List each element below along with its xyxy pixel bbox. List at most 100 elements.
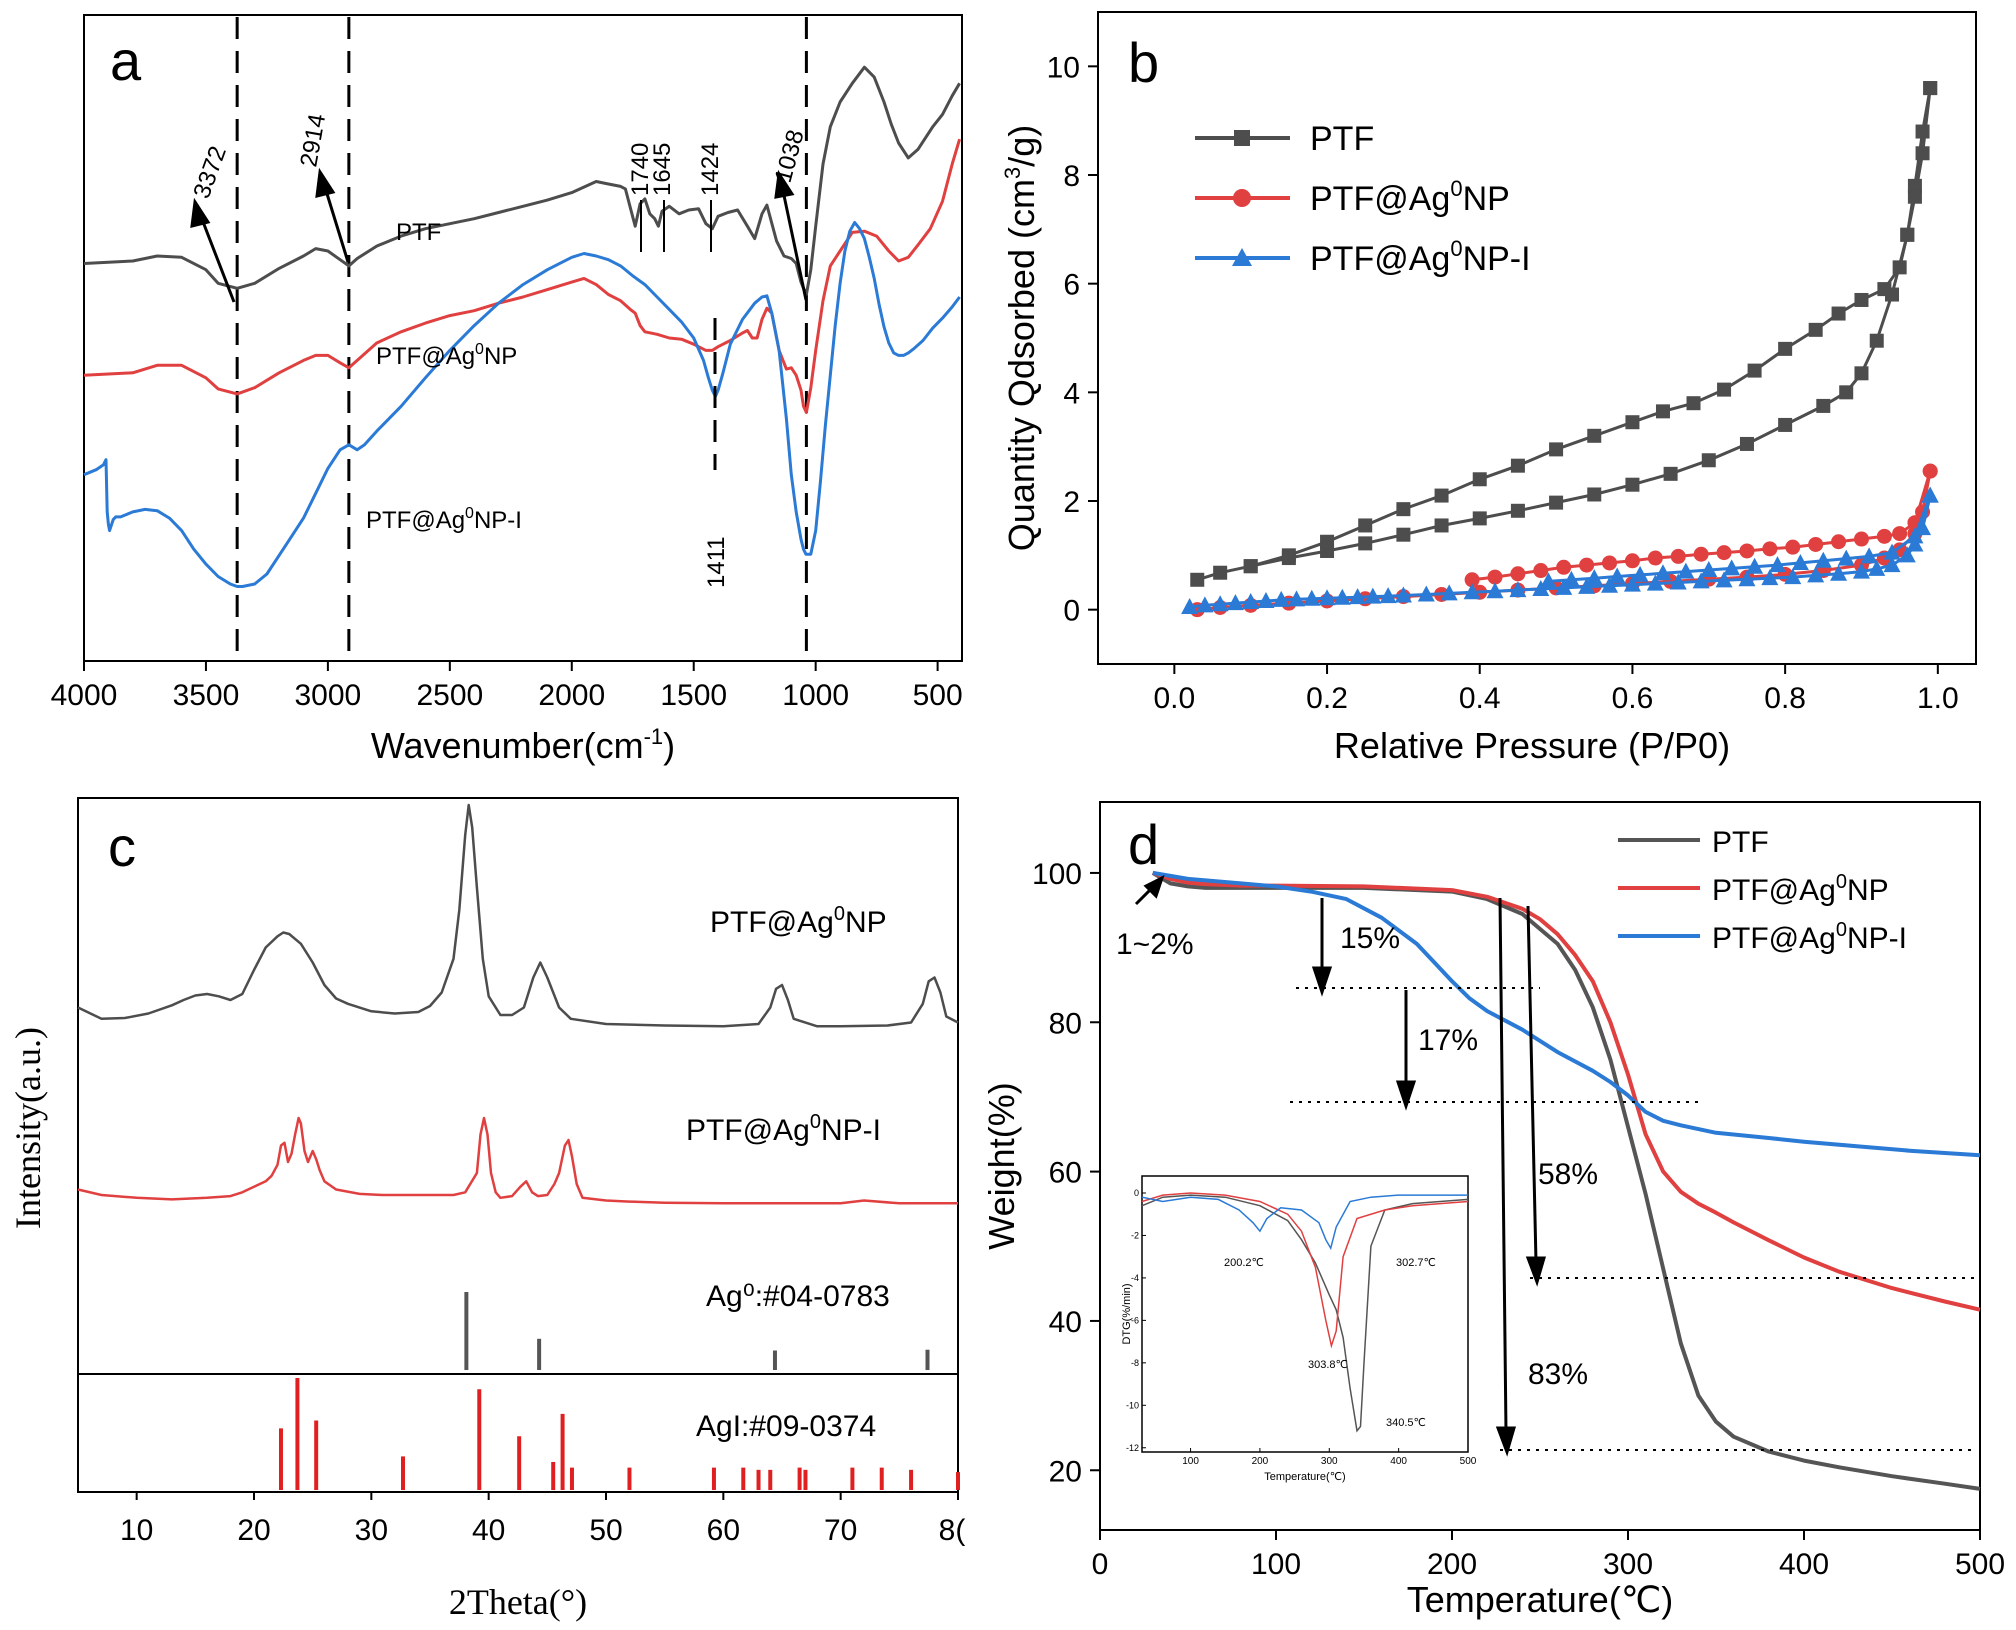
b-ptf-desorption-point (1281, 548, 1296, 563)
d-xtick-label-500: 500 (1955, 1548, 2005, 1581)
panel-b-label: b (1128, 31, 1159, 94)
b-ptf-desorption-point (1358, 518, 1373, 533)
panel-a-label: a (110, 29, 142, 92)
panel-b-series (1181, 81, 1939, 618)
b-ytick-label-2: 2 (1063, 486, 1080, 519)
b-ptf-ag-np-i-adsorption-point (1883, 556, 1901, 573)
b-ptf-ag-np-i-desorption-point (1631, 565, 1649, 582)
d-xtick-label-100: 100 (1251, 1548, 1301, 1581)
panel-c-trace-label-ag0np-i: PTF@Ag0NP-I (686, 1111, 881, 1147)
arrow-17-head (1395, 1080, 1417, 1111)
b-ptf-adsorption-point (1816, 398, 1831, 413)
b-ptf-adsorption-point (1549, 495, 1564, 510)
b-ptf-ag-np-i-adsorption-point (1349, 588, 1367, 605)
legend-marker-ptf (1234, 130, 1250, 146)
b-ptf-ag-np-desorption-point (1762, 541, 1778, 557)
inset-xtick-label-100: 100 (1182, 1456, 1199, 1467)
b-ptf-desorption-point (1923, 81, 1938, 96)
panel-b-legend: PTF PTF@Ag0NP PTF@Ag0NP-I (1195, 120, 1531, 278)
legend-marker-ptf-ag0np (1233, 189, 1251, 207)
peak-label-1424: 1424 (697, 143, 724, 196)
c-xtick-label-80: 8( (939, 1514, 966, 1547)
a-xtick-label-3500: 3500 (173, 679, 240, 712)
c-series-ptf-ag-np (77, 803, 959, 1028)
b-ptf-ag-np-i-desorption-point (1906, 527, 1924, 544)
d-ytick-label-80: 80 (1049, 1007, 1082, 1040)
dtg-ptf-ag0np (1141, 1192, 1469, 1349)
b-ptf-ag-np-i-adsorption-point (1379, 587, 1397, 604)
c-xtick-label-60: 60 (707, 1514, 740, 1547)
b-ytick-label-6: 6 (1063, 269, 1080, 302)
b-xtick-label-0.4: 0.4 (1459, 682, 1501, 715)
peak-label-1038: 1038 (770, 127, 810, 186)
b-ptf-desorption-point (1510, 458, 1525, 473)
b-ptf-ag-np-i-adsorption-point (1272, 590, 1290, 607)
d-xtick-label-400: 400 (1779, 1548, 1829, 1581)
a-xtick-label-500: 500 (913, 679, 963, 712)
b-ptf-ag-np-i-adsorption-point (1898, 546, 1916, 563)
b-ptf-adsorption-point (1663, 466, 1678, 481)
inset-ytick-label--4: -4 (1131, 1273, 1139, 1283)
b-ptf-ag-np-desorption-point (1510, 566, 1526, 582)
inset-peak-302: 302.7℃ (1396, 1257, 1436, 1269)
arrow-58-head (1525, 1256, 1546, 1287)
b-ptf-ag-np-i-desorption-point (1814, 551, 1832, 568)
legend-d-text-ptf-ag0np-i: PTF@Ag0NP-I (1712, 919, 1907, 955)
b-ptf-desorption-point (1243, 559, 1258, 574)
b-ptf-ag-np-desorption-point (1647, 550, 1663, 566)
b-ptf-desorption-point (1686, 396, 1701, 411)
b-ptf-desorption-point (1831, 306, 1846, 321)
panel-a-series (83, 65, 962, 588)
b-ptf-ag-np-i-desorption-point (1539, 572, 1557, 589)
panel-b-ylabel: Quantity Qdsorbed (cm3/g) (1000, 125, 1042, 551)
b-ptf-adsorption-point (1587, 487, 1602, 502)
inset-ytick-label--10: -10 (1126, 1400, 1139, 1410)
panel-a-dashed-lines (235, 17, 808, 659)
b-ytick-label-8: 8 (1063, 160, 1080, 193)
panel-c-ticks: 10 20 30 40 50 60 70 8( (120, 1492, 965, 1547)
b-ptf-adsorption-point (1915, 124, 1930, 139)
panel-a-curve-label-ptf: PTF (396, 219, 441, 246)
b-xtick-label-0.8: 0.8 (1764, 682, 1806, 715)
inset-xtick-label-200: 200 (1252, 1456, 1269, 1467)
b-ptf-desorption-point (1907, 189, 1922, 204)
b-ptf-ag-np-i-desorption-point (1723, 559, 1741, 576)
panel-c-ref-label-ag0: Ag⁰:#04-0783 (706, 1280, 890, 1313)
b-ptf-ag-np-desorption-point (1716, 545, 1732, 561)
b-ptf-adsorption-point (1839, 385, 1854, 400)
panel-a: 4000 3500 3000 2500 2000 1500 1000 500 a Wavenu… (51, 14, 963, 766)
b-ptf-ag-np-i-adsorption-point (1868, 559, 1886, 576)
b-ptf-adsorption-point (1358, 536, 1373, 551)
b-ptf-ag-np-i-desorption-point (1677, 562, 1695, 579)
c-xtick-label-70: 70 (824, 1514, 857, 1547)
b-ptf-ag-np-desorption-point (1624, 553, 1640, 569)
b-ptf-ag-np-i-desorption-point (1921, 486, 1939, 503)
arrow-1038-head (774, 169, 795, 199)
a-series-ptf (83, 65, 961, 296)
b-ptf-ag-np-i-adsorption-point (1578, 577, 1596, 594)
panel-a-arrows (190, 167, 808, 303)
panel-b: 0.0 0.2 0.4 0.6 0.8 1.0 0 2 4 6 8 10 b Relative Pre… (1000, 11, 1977, 766)
b-ptf-desorption-point (1854, 292, 1869, 307)
arrow-83-head (1495, 1426, 1516, 1457)
b-ptf-ag-np-i-adsorption-point (1288, 590, 1306, 607)
b-xtick-label-0: 0.0 (1153, 682, 1195, 715)
panel-c-trace-label-ag0np: PTF@Ag0NP (710, 903, 887, 939)
b-ptf-ag-np-i-adsorption-point (1333, 588, 1351, 605)
inset-xlabel: Temperature(℃) (1264, 1471, 1345, 1483)
panel-d-ticks: 0 100 200 300 400 500 20 40 60 80 100 (1032, 858, 2005, 1581)
b-ptf-ag-np-desorption-point (1487, 569, 1503, 585)
b-ptf-adsorption-point (1396, 527, 1411, 542)
c-series-ptf-ag-np-i (77, 1116, 958, 1205)
b-ptf-adsorption-point (1472, 511, 1487, 526)
inset-xtick-label-400: 400 (1390, 1456, 1407, 1467)
b-ptf-ag-np-i-adsorption-point (1303, 589, 1321, 606)
annotation-83: 83% (1528, 1358, 1588, 1391)
panel-a-xlabel: Wavenumber(cm-1) (371, 724, 675, 766)
inset-ytick-label--6: -6 (1131, 1315, 1139, 1325)
d-series-ptf (1151, 871, 1981, 1491)
legend-d-text-ptf: PTF (1712, 826, 1769, 859)
peak-label-1411: 1411 (703, 536, 730, 588)
b-ptf-adsorption-point (1869, 333, 1884, 348)
legend-d-text-ptf-ag0np: PTF@Ag0NP (1712, 871, 1889, 907)
